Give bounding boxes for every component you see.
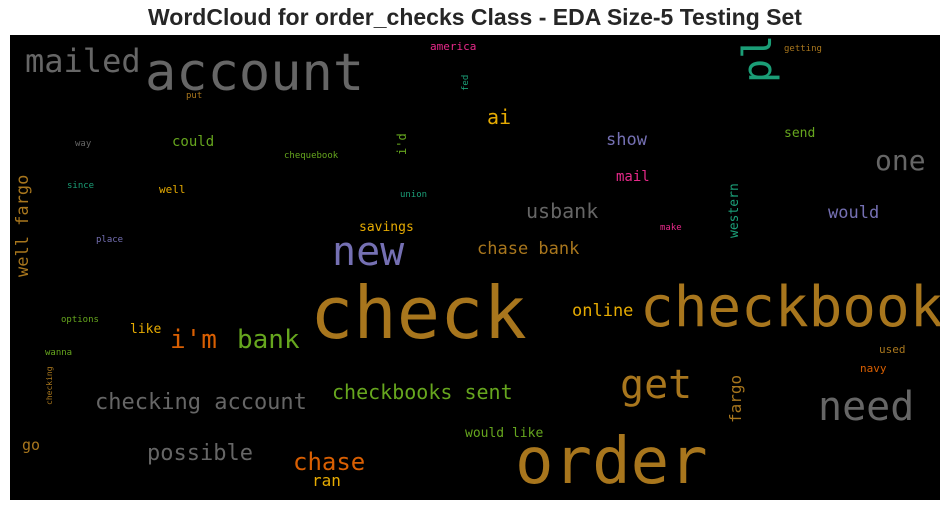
word-cloud: check order checkbook account please need get n… [10, 35, 940, 500]
word-chase: chase [293, 448, 366, 476]
word-ran: ran [312, 471, 341, 490]
word-since: since [67, 181, 95, 191]
word-possible: possible [147, 441, 253, 466]
word-chequebook: chequebook [284, 151, 339, 161]
word-like: like [130, 322, 162, 337]
word-mail: mail [616, 169, 650, 185]
word-usbank: usbank [526, 199, 599, 223]
word-bank: bank [237, 325, 300, 355]
word-america: america [430, 40, 477, 53]
word-new: new [332, 229, 405, 275]
word-show: show [606, 130, 647, 150]
word-get: get [620, 362, 693, 408]
word-could: could [172, 134, 215, 150]
word-used: used [879, 343, 906, 356]
word-getting: getting [784, 44, 822, 54]
word-navy: navy [860, 362, 887, 375]
word-go: go [22, 436, 41, 454]
word-would: would [828, 203, 880, 223]
word-put: put [186, 91, 203, 101]
word-union: union [400, 190, 428, 200]
word-need: need [818, 384, 915, 430]
word-western: western [727, 183, 742, 238]
word-i-d: i'd [395, 133, 409, 155]
word-way: way [75, 139, 92, 149]
word-checkbook: checkbook [640, 275, 940, 340]
word-online: online [572, 301, 634, 321]
word-chase-bank: chase bank [477, 239, 580, 259]
word-checking-account: checking account [95, 390, 307, 415]
word-would-like: would like [465, 426, 544, 441]
word-checkbooks-sent: checkbooks sent [332, 380, 513, 404]
word-fed: fed [461, 74, 471, 91]
word-make: make [660, 223, 682, 233]
word-i-m: i'm [170, 325, 217, 355]
word-savings: savings [359, 220, 414, 235]
word-check: check [310, 271, 527, 355]
word-mailed: mailed [25, 42, 141, 80]
word-place: place [96, 235, 124, 245]
word-checking: checking [45, 366, 54, 405]
word-account: account [145, 43, 365, 103]
word-options: options [61, 315, 99, 325]
word-order: order [515, 425, 708, 499]
chart-title: WordCloud for order_checks Class - EDA S… [148, 4, 802, 30]
word-send: send [784, 126, 816, 141]
word-ai: ai [487, 105, 512, 129]
word-one: one [875, 144, 926, 177]
word-please: please [735, 35, 781, 83]
word-well-fargo: well fargo [13, 174, 33, 277]
word-well: well [159, 183, 186, 196]
word-wanna: wanna [45, 348, 73, 358]
word-fargo: fargo [726, 374, 745, 423]
